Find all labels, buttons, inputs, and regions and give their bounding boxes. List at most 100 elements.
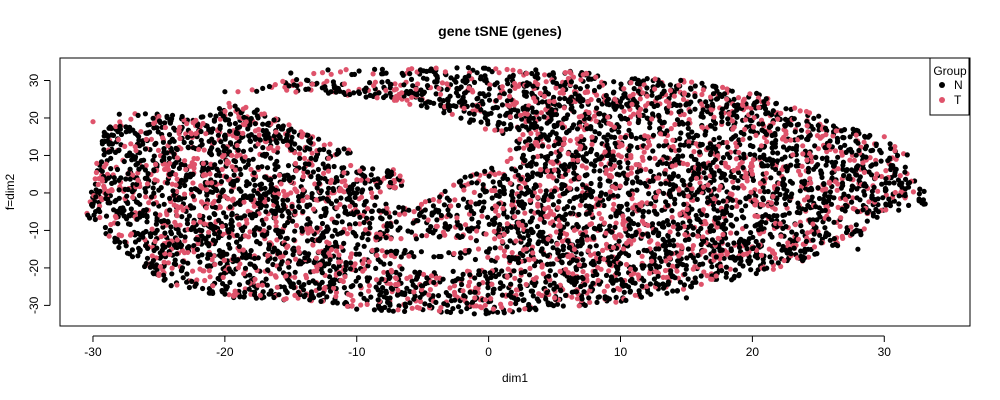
point-N xyxy=(341,146,347,152)
point-N xyxy=(823,162,829,168)
point-T xyxy=(645,139,652,145)
point-N xyxy=(686,168,692,174)
point-N xyxy=(606,196,612,202)
point-N xyxy=(723,274,729,280)
point-N xyxy=(592,158,599,164)
point-N xyxy=(773,196,780,202)
point-N xyxy=(227,128,233,134)
point-N xyxy=(150,257,156,264)
point-T xyxy=(551,212,557,218)
point-T xyxy=(613,299,619,305)
point-N xyxy=(568,79,575,85)
point-T xyxy=(369,247,375,253)
point-N xyxy=(573,289,580,295)
point-N xyxy=(457,255,463,261)
point-N xyxy=(401,82,407,88)
point-N xyxy=(380,285,386,291)
point-N xyxy=(522,158,528,164)
point-T xyxy=(185,249,191,255)
point-T xyxy=(585,248,591,254)
point-N xyxy=(687,109,693,115)
point-N xyxy=(477,91,483,97)
point-T xyxy=(589,134,595,140)
point-N xyxy=(260,145,266,151)
point-N xyxy=(93,187,99,193)
point-T xyxy=(143,194,149,200)
point-N xyxy=(304,204,310,210)
point-N xyxy=(158,185,164,191)
point-N xyxy=(886,196,892,202)
point-N xyxy=(659,224,666,230)
point-N xyxy=(574,126,581,132)
point-N xyxy=(519,291,525,297)
point-T xyxy=(309,228,315,234)
point-N xyxy=(388,248,394,254)
point-N xyxy=(698,219,704,225)
point-N xyxy=(251,188,257,194)
point-N xyxy=(862,181,868,187)
point-T xyxy=(247,229,253,235)
point-N xyxy=(315,173,321,179)
point-N xyxy=(262,185,268,191)
point-N xyxy=(245,126,251,132)
point-N xyxy=(161,154,167,160)
point-N xyxy=(816,195,823,202)
point-T xyxy=(297,151,303,157)
point-N xyxy=(849,183,855,189)
point-N xyxy=(592,129,598,135)
point-N xyxy=(906,202,912,208)
point-N xyxy=(216,235,222,241)
point-N xyxy=(298,284,304,290)
point-N xyxy=(553,131,559,137)
point-N xyxy=(704,212,710,219)
point-N xyxy=(864,218,870,224)
point-T xyxy=(730,126,736,132)
point-N xyxy=(617,159,623,165)
point-N xyxy=(616,124,622,130)
point-N xyxy=(263,209,269,215)
point-T xyxy=(629,101,635,107)
point-N xyxy=(355,186,361,192)
point-N xyxy=(743,223,749,229)
point-T xyxy=(814,133,821,139)
point-T xyxy=(281,188,287,194)
point-N xyxy=(693,212,699,219)
point-N xyxy=(694,196,700,202)
point-N xyxy=(237,201,243,207)
point-T xyxy=(143,162,149,169)
point-N xyxy=(277,134,283,140)
point-N xyxy=(550,245,556,251)
point-N xyxy=(184,279,190,285)
point-T xyxy=(620,246,627,252)
point-T xyxy=(591,113,598,119)
point-T xyxy=(596,211,602,217)
point-T xyxy=(99,197,105,203)
point-T xyxy=(689,186,695,192)
point-N xyxy=(143,260,149,267)
point-N xyxy=(634,175,640,181)
point-N xyxy=(752,152,758,158)
point-T xyxy=(475,246,482,252)
point-N xyxy=(473,238,479,244)
point-N xyxy=(330,79,336,85)
point-N xyxy=(759,127,766,133)
point-T xyxy=(313,197,319,203)
point-N xyxy=(818,240,824,246)
point-T xyxy=(437,91,444,97)
point-N xyxy=(187,203,193,209)
point-N xyxy=(816,210,822,217)
point-N xyxy=(546,72,553,78)
point-N xyxy=(564,221,570,227)
point-N xyxy=(766,213,772,220)
point-T xyxy=(295,245,302,251)
point-N xyxy=(379,66,385,72)
point-T xyxy=(735,95,742,101)
point-N xyxy=(372,202,378,208)
point-T xyxy=(714,224,720,230)
point-T xyxy=(149,226,155,232)
point-T xyxy=(838,149,845,155)
point-T xyxy=(618,134,624,140)
point-N xyxy=(708,223,714,229)
point-N xyxy=(435,293,442,299)
point-N xyxy=(504,244,510,250)
